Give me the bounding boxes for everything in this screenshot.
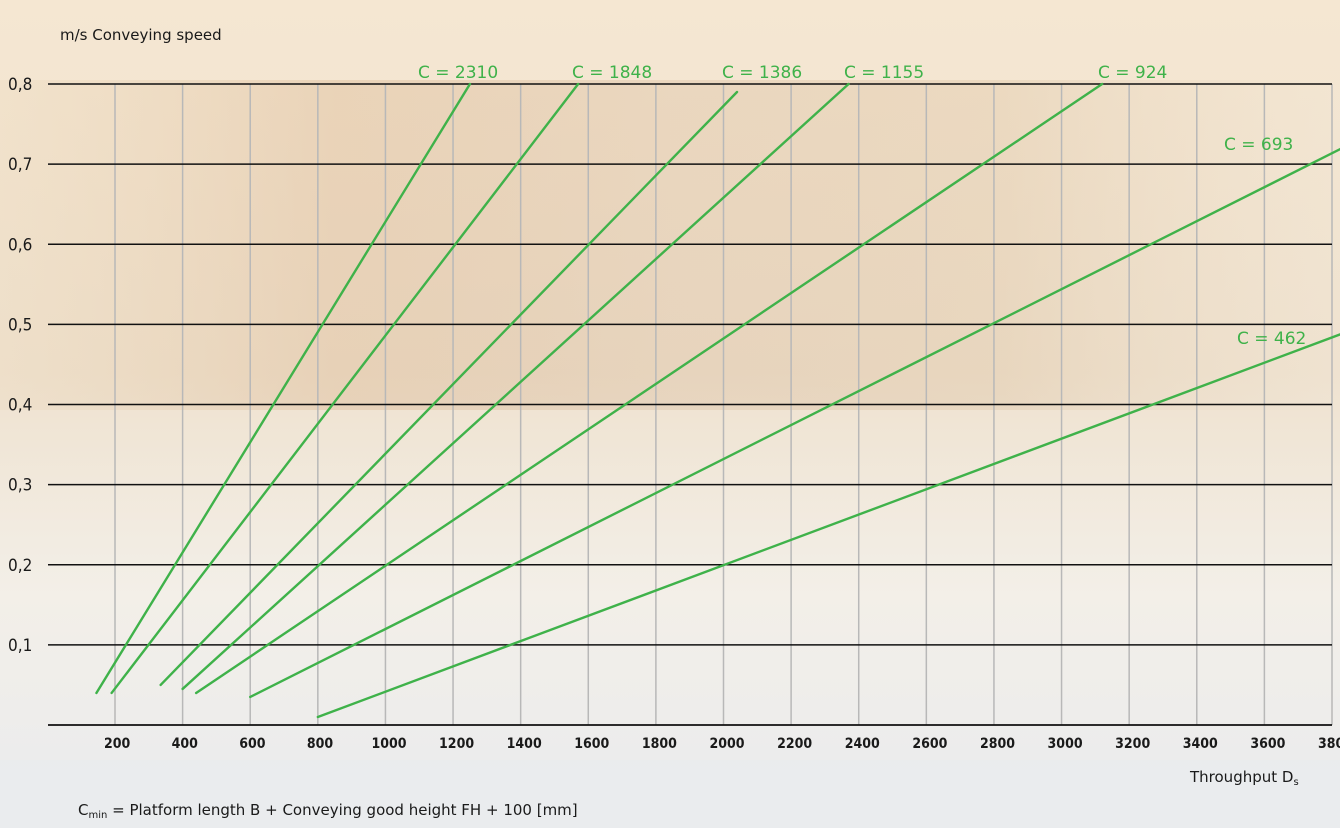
x-axis-title: Throughput Ds [1189, 768, 1299, 788]
series-line-C-462 [316, 333, 1340, 719]
footnote: Cmin = Platform length B + Conveying goo… [78, 801, 578, 821]
series-label-C-924: C = 924 [1098, 63, 1167, 83]
series-label-C-2310: C = 2310 [418, 63, 498, 83]
series-labels: C = 2310 C = 1848 C = 1386 C = 1155 C = 924 C… [418, 63, 1306, 349]
x-tick-label-2800: 2800 [980, 736, 1015, 752]
series-line-C-693 [249, 147, 1340, 699]
series-label-C-1155: C = 1155 [844, 63, 924, 83]
series-lines [95, 82, 1340, 719]
y-tick-label-0-8: 0,8 [8, 75, 32, 95]
x-tick-label-600: 600 [239, 736, 266, 752]
x-tick-label-2400: 2400 [845, 736, 880, 752]
y-tick-label-0-4: 0,4 [8, 396, 32, 416]
x-tick-label-3000: 3000 [1048, 736, 1083, 752]
series-label-C-1386: C = 1386 [722, 63, 802, 83]
y-tick-label-0-1: 0,1 [8, 636, 32, 656]
series-line-C-1848 [110, 82, 580, 695]
y-axis-title: m/s Conveying speed [60, 26, 222, 44]
x-tick-label-2600: 2600 [912, 736, 947, 752]
x-tick-label-1200: 1200 [439, 736, 474, 752]
y-tick-label-0-6: 0,6 [8, 235, 32, 255]
footer-band [0, 760, 1340, 828]
series-line-C-1155 [181, 82, 850, 691]
major-grid [48, 83, 1332, 726]
series-line-C-924 [194, 82, 1104, 695]
series-line-C-1386 [159, 90, 739, 687]
x-tick-label-1400: 1400 [507, 736, 542, 752]
y-tick-label-0-5: 0,5 [8, 315, 32, 335]
series-label-C-462: C = 462 [1237, 329, 1306, 349]
x-tick-label-3800: 3800 [1318, 736, 1340, 752]
x-tick-label-3200: 3200 [1115, 736, 1150, 752]
y-tick-label-0-7: 0,7 [8, 155, 32, 175]
x-tick-label-3400: 3400 [1183, 736, 1218, 752]
series-line-C-2310 [95, 82, 472, 695]
x-axis-tick-labels: 200 400 600 800 1000 1200 1400 1600 1800 2000 2200… [104, 736, 1340, 752]
x-tick-label-400: 400 [172, 736, 199, 752]
x-tick-label-200: 200 [104, 736, 131, 752]
series-label-C-1848: C = 1848 [572, 63, 652, 83]
x-tick-label-2200: 2200 [777, 736, 812, 752]
x-tick-label-1000: 1000 [371, 736, 406, 752]
x-tick-label-2000: 2000 [710, 736, 745, 752]
x-tick-label-800: 800 [307, 736, 334, 752]
y-tick-label-0-2: 0,2 [8, 556, 32, 576]
y-tick-label-0-3: 0,3 [8, 476, 32, 496]
x-tick-label-1800: 1800 [642, 736, 677, 752]
x-tick-label-3600: 3600 [1250, 736, 1285, 752]
x-tick-label-1600: 1600 [574, 736, 609, 752]
y-axis-tick-labels: 0,1 0,2 0,3 0,4 0,5 0,6 0,7 0,8 [8, 75, 32, 656]
series-label-C-693: C = 693 [1224, 135, 1293, 155]
